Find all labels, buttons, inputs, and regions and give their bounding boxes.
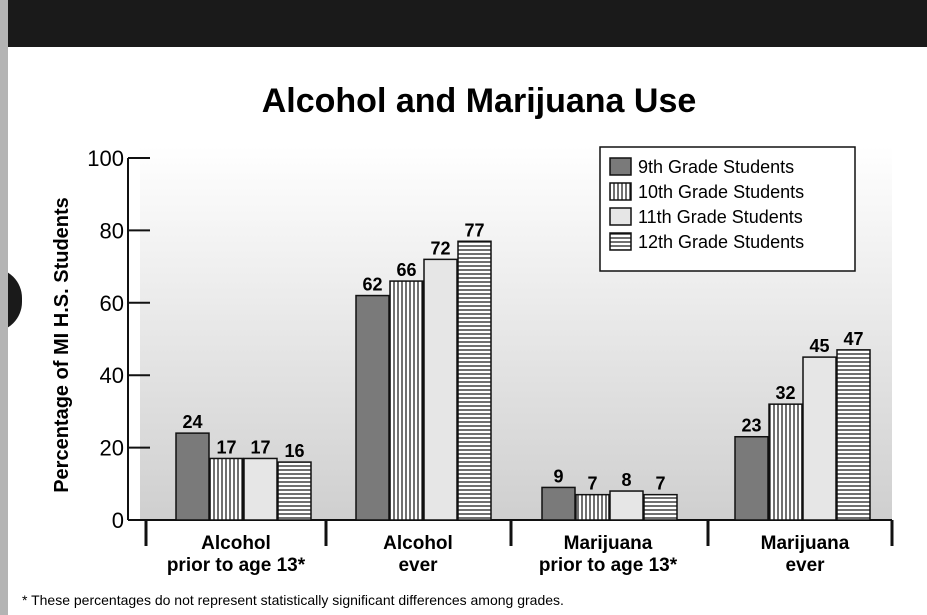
side-tab [8,268,22,332]
y-axis-label: Percentage of MI H.S. Students [51,197,73,493]
data-label: 47 [843,329,863,349]
legend-swatch [609,182,632,201]
data-label: 77 [464,220,484,240]
bar [541,486,576,521]
legend-label: 10th Grade Students [638,182,804,202]
legend: 9th Grade Students 10th Grade Students 11t… [599,146,856,272]
legend-box [599,146,856,272]
bar [768,403,803,521]
bar [389,280,424,521]
x-category-label: prior to age 13* [539,555,678,576]
data-label: 9 [553,466,563,486]
y-tick-label: 0 [112,508,124,533]
legend-label: 12th Grade Students [638,232,804,252]
data-label: 62 [362,275,382,295]
x-category-label: ever [785,555,825,576]
data-label: 72 [430,238,450,258]
bar [423,258,458,521]
legend-label: 9th Grade Students [638,157,794,177]
data-label: 32 [775,383,795,403]
x-category-label: prior to age 13* [167,555,306,576]
data-label: 7 [655,474,665,494]
data-label: 17 [216,437,236,457]
bar [457,240,492,521]
x-category-label: ever [398,555,438,576]
bar [643,493,678,521]
bar [175,432,210,521]
x-category-label: Marijuana [761,533,850,554]
bar [277,461,312,521]
legend-swatch [609,157,632,176]
x-category-label: Marijuana [564,533,653,554]
data-label: 24 [182,412,202,432]
bar [355,294,390,521]
bar [734,435,769,521]
x-category-label: Alcohol [201,533,271,554]
data-label: 8 [621,470,631,490]
y-tick-label: 100 [87,146,124,171]
y-tick-label: 20 [100,436,124,461]
data-label: 45 [809,336,829,356]
bar [243,457,278,521]
x-category-label: Alcohol [383,533,453,554]
chart-title: Alcohol and Marijuana Use [262,82,697,120]
legend-swatch [609,207,632,226]
data-label: 66 [396,260,416,280]
bar-chart: Alcohol and Marijuana Use Percentage of … [51,82,894,576]
bar [802,356,837,521]
bar [609,490,644,521]
data-label: 7 [587,474,597,494]
legend-label: 11th Grade Students [638,207,803,227]
data-label: 23 [741,416,761,436]
y-tick-label: 60 [100,291,124,316]
footnote: * These percentages do not represent sta… [22,592,564,608]
legend-swatch [609,232,632,251]
bar [209,457,244,521]
chart-frame: Alcohol and Marijuana Use Percentage of … [8,0,927,615]
header-bar [8,0,927,47]
bar [836,349,871,521]
data-label: 17 [250,437,270,457]
y-tick-label: 40 [100,363,124,388]
data-label: 16 [284,441,304,461]
y-tick-label: 80 [100,218,124,243]
bar [575,493,610,521]
